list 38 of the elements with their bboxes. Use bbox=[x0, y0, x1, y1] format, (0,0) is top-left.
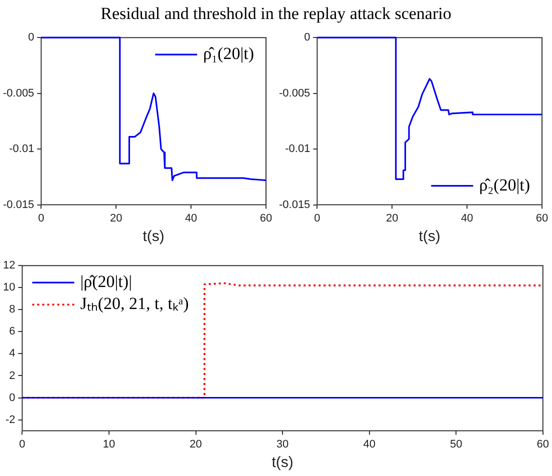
y-tick-label: 0 bbox=[28, 32, 34, 44]
x-tick-label: 40 bbox=[184, 212, 198, 224]
x-tick-label: 20 bbox=[386, 212, 398, 224]
y-tick-label: 0 bbox=[9, 392, 16, 404]
y-tick-label: -0.01 bbox=[285, 143, 310, 156]
y-tick-label: -2 bbox=[5, 414, 16, 426]
x-tick-label: 60 bbox=[536, 212, 548, 224]
legend-label: ρ̂₂(20|t) bbox=[479, 175, 530, 194]
y-tick-label: -0.005 bbox=[278, 87, 310, 100]
y-tick-label: 4 bbox=[9, 348, 16, 360]
x-tick-label: 40 bbox=[460, 212, 474, 224]
x-tick-label: 60 bbox=[260, 212, 272, 224]
y-tick-label: -0.015 bbox=[278, 198, 310, 211]
x-tick-label: 10 bbox=[102, 438, 116, 450]
x-axis-title: t(s) bbox=[418, 228, 440, 246]
y-tick-label: 0 bbox=[304, 32, 310, 44]
x-tick-label: 0 bbox=[314, 212, 320, 224]
y-tick-label: 6 bbox=[9, 326, 16, 338]
x-tick-label: 40 bbox=[363, 438, 376, 450]
y-tick-label: -0.01 bbox=[9, 143, 34, 156]
x-tick-label: 30 bbox=[276, 438, 289, 450]
x-axis-title: t(s) bbox=[272, 454, 294, 472]
y-tick-label: -0.005 bbox=[2, 87, 34, 100]
y-tick-label: 12 bbox=[2, 260, 16, 272]
chart-title: Residual and threshold in the replay attack scenario bbox=[100, 4, 452, 24]
legend-label: ρ̂₁(20|t) bbox=[203, 44, 254, 64]
x-tick-label: 20 bbox=[190, 438, 202, 450]
x-axis-title: t(s) bbox=[142, 228, 164, 246]
y-tick-label: 10 bbox=[2, 282, 16, 294]
y-tick-label: 8 bbox=[9, 304, 16, 316]
x-tick-label: 20 bbox=[110, 212, 122, 224]
legend-label: |ρ̂(20|t)| bbox=[80, 272, 132, 292]
x-tick-label: 50 bbox=[450, 438, 462, 450]
x-tick-label: 0 bbox=[38, 212, 44, 224]
x-tick-label: 60 bbox=[536, 438, 550, 450]
y-tick-label: -0.015 bbox=[2, 198, 34, 211]
y-tick-label: 2 bbox=[9, 370, 16, 382]
legend-label: Jₜₕ(20, 21, t, tₖᵃ) bbox=[80, 294, 189, 314]
